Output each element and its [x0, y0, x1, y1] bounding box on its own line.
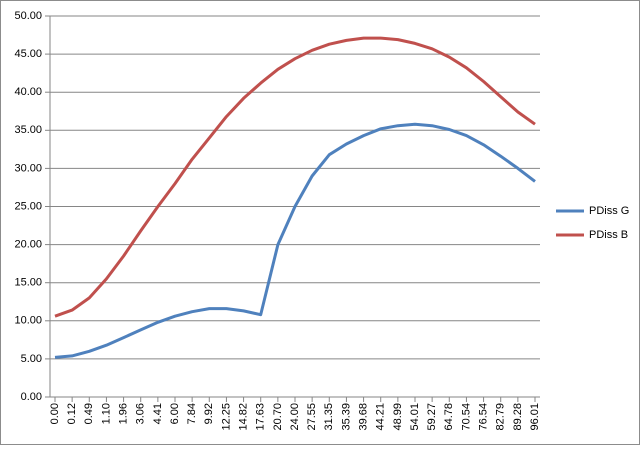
y-tick-label: 10.00: [14, 315, 42, 327]
y-tick-label: 25.00: [14, 200, 42, 212]
x-tick-label: 31.35: [323, 403, 335, 431]
x-tick-label: 70.54: [460, 403, 472, 431]
x-tick-label: 35.39: [340, 403, 352, 431]
y-tick-label: 45.00: [14, 48, 42, 60]
x-tick-label: 1.10: [100, 403, 112, 424]
y-tick-label: 20.00: [14, 239, 42, 251]
series-line: [54, 122, 536, 359]
x-tick-label: 3.06: [135, 403, 147, 424]
x-tick-label: 59.27: [426, 403, 438, 431]
x-tick-label: 6.00: [169, 403, 181, 424]
x-tick-label: 12.25: [220, 403, 232, 431]
x-tick-label: 0.49: [83, 403, 95, 424]
x-tick-label: 44.21: [375, 403, 387, 431]
y-tick-label: 35.00: [14, 124, 42, 136]
x-tick-label: 1.96: [117, 403, 129, 424]
x-tick-label: 27.55: [306, 403, 318, 431]
x-tick-label: 39.68: [357, 403, 369, 431]
x-tick-label: 48.99: [392, 403, 404, 431]
x-tick-label: 17.63: [255, 403, 267, 431]
x-tick-label: 9.92: [203, 403, 215, 424]
x-tick-label: 4.41: [152, 403, 164, 424]
x-tick-label: 7.84: [186, 403, 198, 424]
x-tick-label: 0.12: [66, 403, 78, 424]
y-tick-label: 40.00: [14, 86, 42, 98]
x-tick-label: 64.78: [443, 403, 455, 431]
x-tick-label: 54.01: [409, 403, 421, 431]
series-line: [54, 36, 536, 318]
legend-label: PDiss B: [589, 229, 628, 241]
x-tick-label: 96.01: [529, 403, 541, 431]
x-tick-label: 20.70: [272, 403, 284, 431]
x-tick-label: 14.82: [237, 403, 249, 431]
y-tick-label: 0.00: [21, 391, 42, 403]
x-tick-label: 89.28: [512, 403, 524, 431]
y-tick-label: 15.00: [14, 277, 42, 289]
x-tick-label: 82.79: [495, 403, 507, 431]
y-tick-label: 5.00: [21, 353, 42, 365]
x-tick-label: 76.54: [477, 403, 489, 431]
legend-label: PDiss G: [589, 205, 629, 217]
y-tick-label: 50.00: [14, 10, 42, 22]
x-tick-label: 24.00: [289, 403, 301, 431]
x-tick-label: 0.00: [49, 403, 61, 424]
y-tick-label: 30.00: [14, 162, 42, 174]
